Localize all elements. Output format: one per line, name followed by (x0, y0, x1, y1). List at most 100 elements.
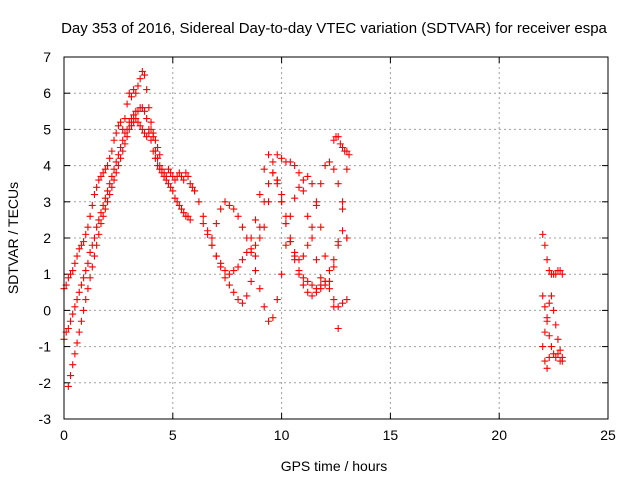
data-point (256, 223, 264, 231)
data-point (149, 129, 157, 137)
data-point (64, 325, 72, 332)
data-point (75, 288, 83, 296)
data-point (199, 220, 207, 228)
data-point (308, 223, 316, 231)
chart-title: Day 353 of 2016, Sidereal Day-to-day VTE… (61, 20, 607, 37)
data-point (75, 328, 83, 336)
data-point (108, 147, 116, 155)
data-point (125, 125, 133, 133)
data-point (282, 241, 290, 249)
data-point (291, 248, 299, 256)
data-point (552, 321, 560, 329)
data-point (286, 212, 294, 220)
data-point (119, 136, 127, 144)
series-arc-1 (60, 67, 199, 293)
data-point (552, 353, 560, 361)
data-point (86, 212, 94, 220)
data-point (317, 180, 325, 188)
data-point (304, 172, 312, 180)
data-point (308, 281, 316, 289)
data-point (334, 241, 342, 249)
data-point (312, 256, 320, 264)
data-point (321, 277, 329, 285)
data-point (186, 180, 194, 188)
data-point (234, 296, 242, 304)
data-point (138, 104, 146, 112)
data-point (291, 162, 299, 170)
data-point (151, 154, 159, 162)
data-point (121, 140, 129, 148)
data-point (143, 115, 151, 123)
data-point (175, 169, 183, 177)
data-point (154, 144, 162, 151)
data-point (221, 274, 229, 282)
y-tick-label: 7 (43, 49, 51, 65)
data-points (60, 67, 566, 390)
data-point (321, 162, 329, 170)
data-point (312, 288, 320, 296)
data-point (547, 343, 555, 351)
data-point (550, 306, 558, 314)
data-point (552, 270, 560, 278)
data-point (308, 180, 316, 188)
data-point (304, 277, 312, 285)
data-point (199, 212, 207, 220)
data-point (221, 267, 229, 275)
data-point (541, 357, 549, 365)
data-point (164, 165, 172, 173)
series-arc-4 (191, 151, 351, 289)
data-point (558, 353, 566, 361)
series-arc-8 (273, 158, 351, 264)
data-point (243, 292, 251, 300)
data-point (180, 209, 188, 217)
data-point (334, 133, 342, 141)
data-point (104, 187, 112, 195)
y-tick-label: 6 (43, 85, 51, 101)
data-point (175, 201, 183, 209)
data-point (260, 303, 268, 311)
data-point (117, 154, 125, 162)
data-point (156, 165, 164, 173)
data-point (73, 339, 81, 347)
data-point (539, 292, 547, 300)
data-point (247, 234, 255, 242)
data-point (97, 220, 105, 228)
data-point (114, 151, 122, 159)
data-point (90, 191, 98, 199)
data-point (188, 183, 196, 191)
data-point (269, 169, 277, 177)
data-point (299, 176, 307, 184)
data-point (64, 274, 72, 282)
data-point (93, 183, 101, 191)
data-point (295, 270, 303, 278)
data-point (299, 252, 307, 260)
data-point (136, 122, 144, 130)
data-point (141, 107, 149, 115)
data-point (134, 82, 142, 90)
data-point (282, 220, 290, 228)
data-point (134, 118, 142, 126)
series-arc-2 (60, 104, 194, 343)
data-point (180, 176, 188, 184)
data-point (171, 176, 179, 184)
y-tick-label: -2 (39, 375, 52, 391)
data-point (230, 267, 238, 275)
data-point (330, 136, 338, 144)
data-point (123, 133, 131, 141)
data-point (138, 67, 146, 75)
data-point (112, 158, 120, 166)
data-point (238, 256, 246, 264)
data-point (334, 325, 342, 332)
data-point (158, 169, 166, 177)
x-axis-label: GPS time / hours (281, 458, 388, 474)
series-arc-5 (199, 169, 351, 311)
data-point (171, 194, 179, 202)
data-point (88, 201, 96, 209)
y-tick-label: 3 (43, 194, 51, 210)
data-point (80, 274, 88, 282)
data-point (251, 241, 259, 249)
series-arc-12 (539, 292, 566, 365)
data-point (212, 220, 220, 228)
data-point (178, 172, 186, 180)
data-point (138, 125, 146, 133)
